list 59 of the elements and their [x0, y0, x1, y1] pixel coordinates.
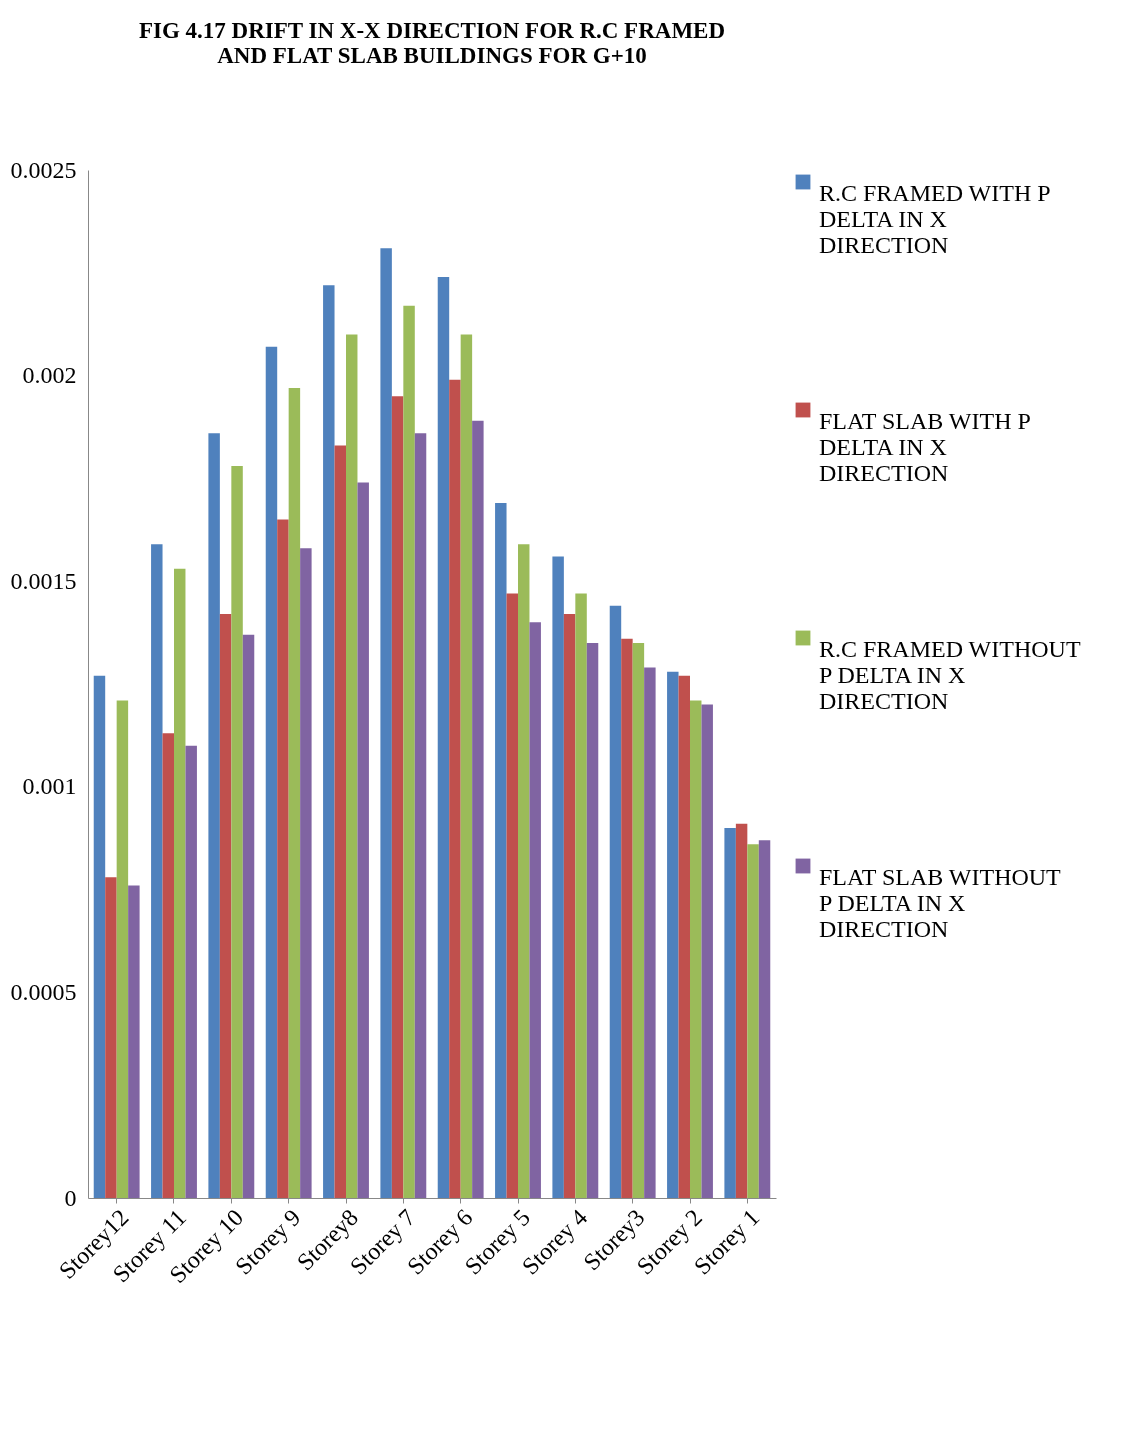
bar [460, 334, 473, 1198]
bar [185, 745, 197, 1198]
y-tick-label: 0 [64, 1184, 77, 1211]
bar [391, 396, 404, 1198]
bar [323, 285, 335, 1198]
bar [346, 334, 358, 1198]
bar [380, 248, 392, 1198]
bar [151, 544, 163, 1198]
y-tick-label: 0.0025 [10, 156, 77, 183]
bar [552, 556, 564, 1198]
bar [678, 675, 690, 1198]
bar [621, 638, 633, 1198]
legend-label: FLAT SLAB WITH P DELTA IN X DIRECTION [819, 408, 1031, 486]
bar [472, 420, 484, 1198]
bar [357, 482, 369, 1198]
bar [128, 885, 140, 1198]
bar [586, 642, 599, 1198]
bar [529, 622, 541, 1198]
bar [735, 823, 748, 1198]
bar [449, 379, 461, 1198]
bar [300, 548, 312, 1198]
bar [334, 445, 346, 1198]
bar [288, 387, 301, 1198]
bar [506, 593, 518, 1198]
bar [208, 433, 220, 1198]
bar [403, 305, 415, 1198]
bar [518, 544, 530, 1198]
legend-label: R.C FRAMED WITHOUT P DELTA IN X DIRECTION [819, 636, 1081, 714]
bar [116, 700, 129, 1198]
bar [219, 614, 232, 1198]
bar [747, 844, 759, 1198]
bar [667, 671, 679, 1198]
bar [277, 519, 289, 1198]
bar [231, 466, 243, 1198]
bar [105, 877, 117, 1198]
bar [414, 433, 427, 1198]
bar [701, 704, 713, 1198]
bar [690, 700, 702, 1198]
y-tick-label: 0.0015 [10, 567, 77, 594]
y-tick-label: 0.002 [22, 362, 77, 389]
bar [495, 503, 507, 1198]
bar [758, 840, 771, 1198]
y-tick-label: 0.001 [22, 773, 77, 800]
bar [93, 675, 106, 1198]
chart-title: FIG 4.17 DRIFT IN X-X DIRECTION FOR R.C FRAMED AND FLAT SLAB BUILDINGS FOR G+10 [138, 18, 726, 68]
bar [609, 605, 622, 1198]
bar [437, 276, 450, 1198]
bar [563, 614, 576, 1198]
y-tick-label: 0.0005 [10, 978, 77, 1005]
bar [644, 667, 656, 1198]
legend-label: FLAT SLAB WITHOUT P DELTA IN X DIRECTION [819, 864, 1062, 942]
legend-label: R.C FRAMED WITH P DELTA IN X DIRECTION [819, 180, 1051, 258]
bar [242, 634, 255, 1198]
bar [162, 733, 174, 1198]
bar [632, 642, 645, 1198]
bar [265, 346, 278, 1198]
bar [724, 827, 736, 1198]
bar [575, 593, 587, 1198]
bar [174, 568, 186, 1198]
